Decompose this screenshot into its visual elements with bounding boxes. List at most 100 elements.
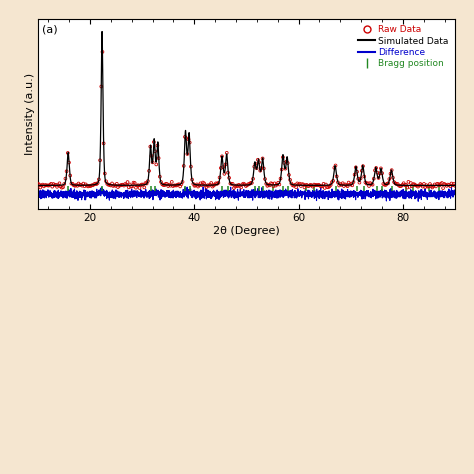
Point <box>280 159 288 167</box>
Point <box>260 164 268 172</box>
Point <box>369 181 376 189</box>
Point <box>200 180 208 187</box>
Point <box>278 165 285 173</box>
Point <box>298 181 306 188</box>
Point <box>334 179 342 186</box>
Point <box>143 180 150 187</box>
Point <box>272 182 280 190</box>
Point <box>193 181 201 188</box>
Point <box>365 182 373 190</box>
Point <box>394 180 401 188</box>
Point <box>433 180 441 188</box>
Point <box>261 175 269 183</box>
Point <box>357 174 365 182</box>
Point <box>419 183 427 191</box>
Point <box>343 182 350 189</box>
Point <box>273 181 281 188</box>
Point <box>77 181 85 189</box>
Point <box>55 182 62 189</box>
Point <box>140 183 148 191</box>
Point <box>229 180 237 188</box>
Point <box>155 155 163 162</box>
Point <box>425 182 433 190</box>
Point <box>436 182 443 189</box>
Point <box>283 158 290 165</box>
Point <box>124 178 131 186</box>
Point <box>236 182 244 190</box>
Point <box>217 164 225 172</box>
Point <box>235 181 243 189</box>
Point <box>139 181 147 189</box>
Point <box>337 181 345 189</box>
Point <box>89 182 97 189</box>
Point <box>91 181 98 188</box>
Point <box>142 179 149 187</box>
Point <box>222 161 229 168</box>
Point <box>57 183 64 191</box>
Point <box>144 177 152 185</box>
Point <box>203 183 210 191</box>
Point <box>430 182 438 190</box>
Point <box>197 180 204 187</box>
Point <box>451 182 459 190</box>
Point <box>256 167 264 174</box>
Point <box>219 164 227 171</box>
Point <box>119 181 127 189</box>
Point <box>407 179 415 187</box>
Point <box>329 177 337 184</box>
Point <box>297 182 305 190</box>
Point <box>367 180 375 188</box>
Point <box>376 170 383 177</box>
Point <box>64 149 72 157</box>
Point <box>277 175 284 182</box>
Point <box>392 180 399 187</box>
Point <box>333 173 340 180</box>
Point <box>58 184 65 191</box>
Point <box>371 166 379 174</box>
Point <box>48 183 56 191</box>
Point <box>253 164 260 172</box>
Point <box>293 180 301 187</box>
Point <box>110 182 118 189</box>
Point <box>383 180 391 188</box>
Point <box>62 175 69 182</box>
Point <box>108 180 116 187</box>
Point <box>271 180 278 187</box>
Point <box>302 182 310 189</box>
Point <box>174 181 182 188</box>
Point <box>285 171 293 179</box>
Point <box>199 179 207 186</box>
Point <box>351 171 358 178</box>
Point <box>132 184 140 191</box>
Point <box>170 182 178 189</box>
Point <box>234 182 241 190</box>
Point <box>447 182 454 190</box>
Point <box>435 180 442 188</box>
Point <box>149 159 156 166</box>
Point <box>413 182 420 190</box>
Point <box>225 174 233 182</box>
Point <box>85 182 93 190</box>
Point <box>83 182 91 190</box>
Point <box>175 181 183 188</box>
Point <box>327 181 335 189</box>
Point <box>164 182 172 190</box>
Point <box>267 180 275 187</box>
Point <box>161 182 168 189</box>
Point <box>73 182 81 190</box>
Point <box>398 182 405 190</box>
Point <box>36 184 44 191</box>
Point <box>445 181 453 189</box>
Point <box>73 181 80 189</box>
Point <box>218 153 226 160</box>
Point <box>399 181 406 189</box>
Point <box>449 182 456 189</box>
Point <box>178 181 185 188</box>
Point <box>282 165 289 173</box>
Point <box>95 175 103 183</box>
Point <box>151 147 159 155</box>
Point <box>247 179 255 187</box>
Point <box>318 182 325 190</box>
Point <box>121 180 129 188</box>
Point <box>228 180 235 188</box>
